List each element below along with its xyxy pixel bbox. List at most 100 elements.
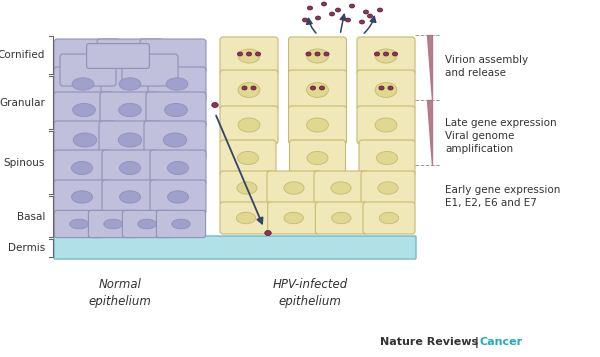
FancyBboxPatch shape [54, 67, 112, 101]
Ellipse shape [166, 78, 188, 90]
FancyBboxPatch shape [60, 54, 116, 86]
Ellipse shape [71, 191, 92, 203]
FancyBboxPatch shape [102, 150, 158, 186]
FancyBboxPatch shape [99, 121, 161, 159]
Ellipse shape [242, 86, 247, 90]
Ellipse shape [73, 104, 95, 117]
FancyBboxPatch shape [86, 44, 149, 69]
FancyBboxPatch shape [220, 70, 278, 110]
Ellipse shape [359, 20, 365, 24]
Ellipse shape [364, 10, 368, 14]
FancyBboxPatch shape [316, 202, 367, 234]
FancyBboxPatch shape [267, 171, 321, 205]
Ellipse shape [163, 133, 187, 147]
FancyBboxPatch shape [122, 54, 178, 86]
Ellipse shape [375, 118, 397, 132]
Ellipse shape [72, 78, 94, 90]
FancyBboxPatch shape [54, 121, 116, 159]
FancyBboxPatch shape [54, 236, 416, 259]
FancyBboxPatch shape [150, 150, 206, 186]
FancyBboxPatch shape [54, 39, 120, 73]
Ellipse shape [319, 86, 325, 90]
Ellipse shape [329, 12, 335, 16]
Ellipse shape [212, 102, 218, 107]
Ellipse shape [238, 49, 260, 63]
Ellipse shape [307, 151, 328, 165]
Ellipse shape [315, 52, 320, 56]
FancyBboxPatch shape [357, 37, 415, 75]
FancyBboxPatch shape [361, 171, 415, 205]
Ellipse shape [306, 52, 311, 56]
FancyBboxPatch shape [220, 171, 274, 205]
Ellipse shape [238, 52, 242, 56]
Ellipse shape [322, 2, 326, 6]
Ellipse shape [172, 219, 190, 229]
Ellipse shape [119, 161, 140, 175]
Ellipse shape [284, 182, 304, 194]
Polygon shape [427, 100, 432, 165]
Ellipse shape [307, 118, 328, 132]
FancyBboxPatch shape [220, 37, 278, 75]
Ellipse shape [374, 52, 380, 56]
Ellipse shape [379, 86, 384, 90]
Ellipse shape [138, 219, 156, 229]
Ellipse shape [377, 151, 398, 165]
Text: Cancer: Cancer [480, 337, 523, 347]
FancyBboxPatch shape [54, 180, 110, 214]
Ellipse shape [119, 191, 140, 203]
FancyBboxPatch shape [268, 202, 320, 234]
Ellipse shape [238, 82, 260, 97]
Ellipse shape [238, 118, 260, 132]
FancyBboxPatch shape [97, 39, 163, 73]
Ellipse shape [349, 4, 355, 8]
Text: Virion assembly
and release: Virion assembly and release [445, 55, 528, 78]
FancyBboxPatch shape [289, 106, 347, 144]
Text: Granular: Granular [0, 97, 45, 107]
FancyBboxPatch shape [101, 67, 159, 101]
FancyBboxPatch shape [363, 202, 415, 234]
Ellipse shape [302, 18, 308, 22]
FancyBboxPatch shape [157, 210, 206, 238]
FancyBboxPatch shape [289, 70, 347, 110]
Ellipse shape [307, 6, 313, 10]
FancyBboxPatch shape [220, 202, 272, 234]
Ellipse shape [164, 104, 187, 117]
Text: Normal
epithelium: Normal epithelium [89, 278, 151, 308]
FancyBboxPatch shape [314, 171, 368, 205]
FancyBboxPatch shape [220, 106, 278, 144]
Ellipse shape [375, 49, 397, 63]
Ellipse shape [377, 8, 383, 12]
FancyBboxPatch shape [144, 121, 206, 159]
Ellipse shape [375, 82, 397, 97]
FancyBboxPatch shape [54, 150, 110, 186]
Ellipse shape [335, 8, 341, 12]
Ellipse shape [265, 231, 271, 236]
Ellipse shape [118, 133, 142, 147]
Ellipse shape [236, 212, 256, 224]
Ellipse shape [119, 78, 141, 90]
Polygon shape [427, 35, 432, 100]
FancyBboxPatch shape [55, 210, 104, 238]
Ellipse shape [247, 52, 251, 56]
Text: Basal: Basal [17, 211, 45, 221]
FancyBboxPatch shape [88, 210, 137, 238]
FancyBboxPatch shape [150, 180, 206, 214]
Text: HPV-infected
epithelium: HPV-infected epithelium [272, 278, 347, 308]
Ellipse shape [237, 182, 257, 194]
FancyBboxPatch shape [102, 180, 158, 214]
FancyBboxPatch shape [359, 140, 415, 176]
Text: |: | [471, 337, 483, 347]
Ellipse shape [316, 16, 320, 20]
Ellipse shape [379, 212, 398, 224]
FancyBboxPatch shape [100, 92, 160, 128]
Ellipse shape [71, 161, 92, 175]
Ellipse shape [346, 18, 350, 22]
Ellipse shape [332, 212, 351, 224]
Text: Nature Reviews: Nature Reviews [380, 337, 478, 347]
FancyBboxPatch shape [140, 39, 206, 73]
Ellipse shape [392, 52, 398, 56]
Ellipse shape [378, 182, 398, 194]
Ellipse shape [167, 191, 188, 203]
FancyBboxPatch shape [148, 67, 206, 101]
FancyBboxPatch shape [357, 70, 415, 110]
